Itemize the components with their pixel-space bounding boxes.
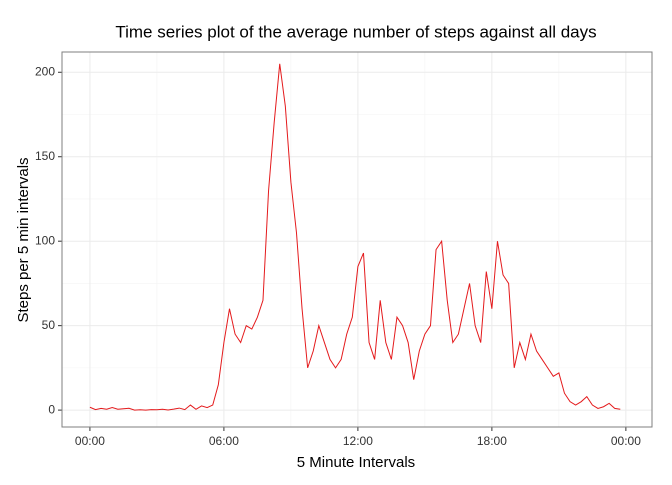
- x-tick-label: 18:00: [477, 434, 507, 448]
- y-tick-label: 100: [35, 233, 55, 247]
- chart-title: Time series plot of the average number o…: [115, 22, 596, 41]
- y-tick-label: 50: [42, 318, 56, 332]
- line-series: [89, 63, 621, 411]
- x-tick-label: 06:00: [209, 434, 239, 448]
- y-axis-label: Steps per 5 min intervals: [15, 157, 32, 322]
- x-tick-label: 00:00: [611, 434, 641, 448]
- x-tick-label: 00:00: [75, 434, 105, 448]
- y-tick-label: 200: [35, 64, 55, 78]
- x-tick-label: 12:00: [343, 434, 373, 448]
- x-axis-label: 5 Minute Intervals: [297, 454, 415, 471]
- y-tick-label: 150: [35, 149, 55, 163]
- y-tick-label: 0: [48, 402, 55, 416]
- panel-border: [61, 51, 653, 428]
